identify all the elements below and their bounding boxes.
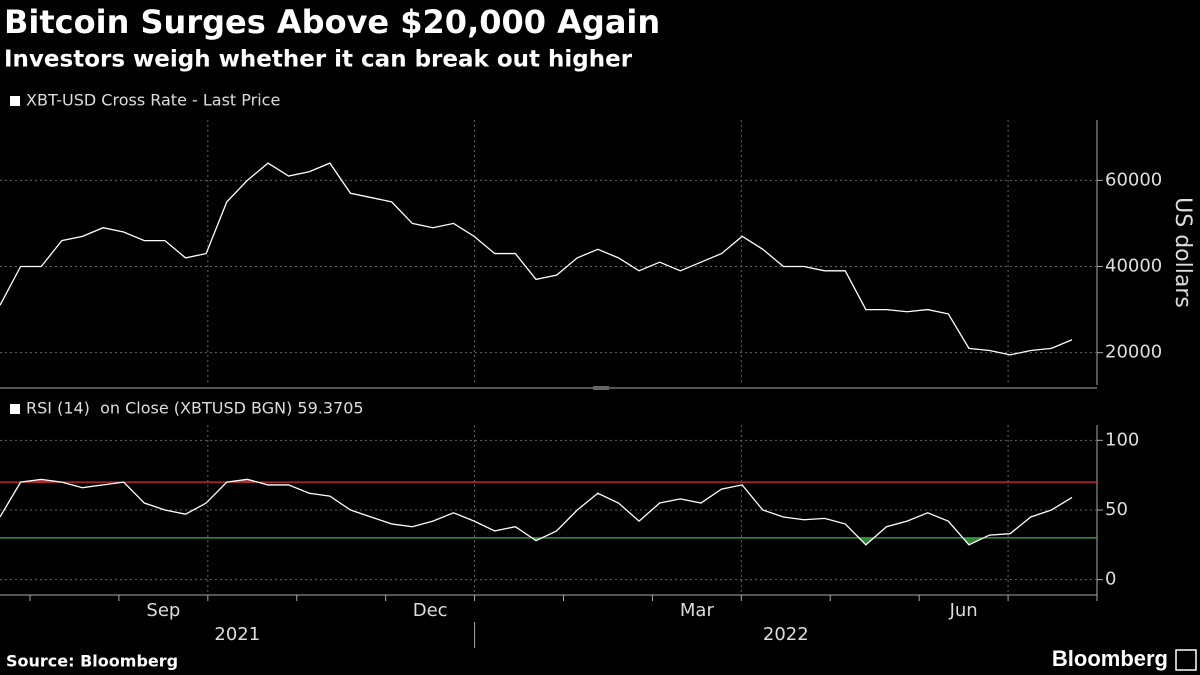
series-line [0, 162, 1073, 356]
series-line [0, 478, 1073, 546]
threshold-fill [0, 537, 1072, 545]
divider-handle [593, 386, 609, 390]
x-tick-label: Sep [146, 600, 180, 621]
y-tick-label: 60000 [1105, 169, 1162, 190]
y-tick-label: 40000 [1105, 256, 1162, 277]
y-tick-label: 50 [1105, 499, 1128, 520]
chart-subtitle: Investors weigh whether it can break out… [4, 47, 633, 73]
legend-label: XBT-USD Cross Rate - Last Price [26, 91, 280, 110]
legend-swatch [10, 96, 20, 106]
x-tick-label: Jun [949, 600, 978, 621]
y-tick-label: 0 [1105, 569, 1116, 590]
legend-swatch [10, 404, 20, 414]
legend-label: RSI (14) on Close (XBTUSD BGN) 59.3705 [26, 399, 364, 418]
year-label: 2022 [763, 624, 809, 645]
logo-icon [1175, 649, 1197, 671]
year-label: 2021 [214, 624, 260, 645]
y-axis-label: US dollars [1170, 197, 1195, 308]
y-tick-label: 100 [1105, 429, 1139, 450]
x-tick-label: Dec [413, 600, 448, 621]
x-tick-label: Mar [680, 600, 715, 621]
logo: Bloomberg [1052, 646, 1168, 671]
source: Source: Bloomberg [6, 652, 178, 671]
chart-title: Bitcoin Surges Above $20,000 Again [4, 3, 660, 41]
y-tick-label: 20000 [1105, 342, 1162, 363]
